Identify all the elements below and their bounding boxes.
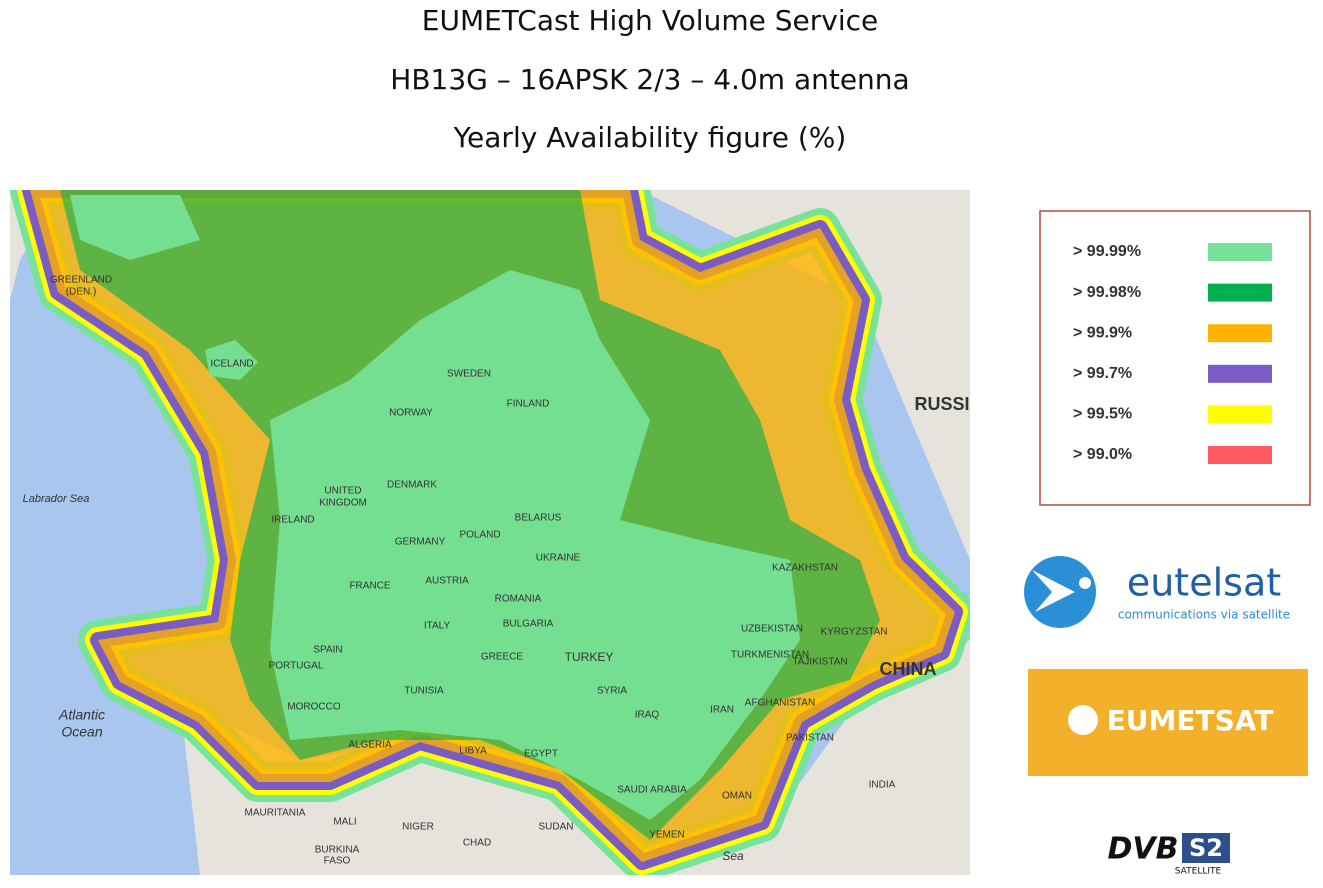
map-label: MOROCCO — [287, 702, 341, 713]
map-label: INDIA — [869, 780, 896, 791]
map-label: RUSSI — [914, 394, 969, 414]
logo-icon — [1032, 570, 1075, 612]
map-label: IRELAND — [271, 515, 314, 526]
legend-label: > 99.99% — [1073, 243, 1141, 260]
map-label: GREECE — [481, 652, 524, 663]
map-label: CHINA — [880, 659, 937, 679]
map-label: KYRGYZSTAN — [820, 627, 887, 638]
coverage-zone — [70, 195, 800, 820]
map-label: TURKEY — [565, 650, 614, 664]
map-label: FRANCE — [349, 581, 390, 592]
map-label: IRAN — [710, 705, 734, 716]
legend-swatch — [1208, 446, 1272, 464]
map-label: Sea — [722, 849, 744, 863]
map-label: AUSTRIA — [425, 576, 469, 587]
map-label: LIBYA — [459, 746, 487, 757]
logo-icon — [1079, 577, 1091, 589]
logo-tagline: communications via satellite — [1118, 608, 1290, 622]
logo-box — [1182, 833, 1230, 863]
map-label: (DEN.) — [66, 287, 97, 298]
map-label: YEMEN — [649, 830, 685, 841]
map-label: BULGARIA — [503, 619, 554, 630]
map-label: SAUDI ARABIA — [617, 785, 687, 796]
legend-label: > 99.9% — [1073, 324, 1132, 341]
logo-icon — [1068, 705, 1098, 735]
map-label: UNITED — [324, 486, 361, 497]
map-label: SWEDEN — [447, 369, 491, 380]
map-label: Ocean — [61, 724, 102, 740]
map-label: PAKISTAN — [786, 733, 834, 744]
map-label: FASO — [324, 856, 351, 867]
legend-swatch — [1208, 324, 1272, 343]
map-label: CHAD — [463, 838, 491, 849]
map-label: SPAIN — [313, 645, 342, 656]
land — [10, 190, 970, 875]
map-label: KAZAKHSTAN — [772, 563, 838, 574]
legend: > 99.99% > 99.98% > 99.9% > 99.7% > 99.5% > 9… — [1073, 243, 1272, 464]
map-label: TAJIKISTAN — [792, 657, 847, 668]
map-label: ICELAND — [210, 359, 253, 370]
map-label: POLAND — [459, 530, 500, 541]
map-label: EGYPT — [524, 749, 558, 760]
map-label: FINLAND — [507, 399, 550, 410]
legend-swatch — [1208, 283, 1272, 302]
legend-label: > 99.5% — [1073, 406, 1132, 423]
map-label: MALI — [333, 817, 356, 828]
map-label: ALGERIA — [348, 740, 392, 751]
logo-text: DVB — [1108, 832, 1179, 867]
map-label: UKRAINE — [536, 553, 581, 564]
map-label: KINGDOM — [319, 498, 367, 509]
legend-swatch — [1208, 364, 1272, 383]
logo-text: EUMETSAT — [1107, 704, 1274, 737]
map-label: MAURITANIA — [245, 808, 306, 819]
map-label: PORTUGAL — [269, 661, 324, 672]
legend-box — [1039, 210, 1311, 506]
map-label: TURKMENISTAN — [731, 650, 809, 661]
map-label: AFGHANISTAN — [745, 698, 815, 709]
logo-text: S2 — [1189, 834, 1223, 862]
map-label: DENMARK — [387, 480, 437, 491]
eutelsat-logo: eutelsat communications via satellite — [1024, 556, 1290, 628]
map-label: OMAN — [722, 791, 752, 802]
map-label: IRAQ — [635, 710, 660, 721]
map-label: Atlantic — [58, 707, 105, 723]
logo-text: SATELLITE — [1175, 867, 1222, 877]
map-label: ITALY — [424, 621, 451, 632]
legend-swatch — [1208, 405, 1272, 424]
legend-swatch — [1208, 243, 1272, 261]
map-label: SYRIA — [597, 686, 627, 697]
map-label: BELARUS — [515, 513, 562, 524]
map-label: GREENLAND — [50, 275, 112, 286]
subtitle: HB13G – 16APSK 2/3 – 4.0m antenna — [390, 63, 909, 96]
map-label: NORWAY — [389, 408, 433, 419]
map-label: TUNISIA — [404, 686, 444, 697]
map-label: Labrador Sea — [23, 493, 90, 505]
map-label: GERMANY — [395, 537, 446, 548]
coverage — [10, 190, 970, 875]
map-label: UZBEKISTAN — [741, 624, 803, 635]
map-label: NIGER — [402, 822, 434, 833]
map: GREENLAND(DEN.) ICELAND SWEDEN FINLAND NORWA… — [10, 190, 970, 875]
legend-label: > 99.98% — [1073, 284, 1141, 301]
legend-label: > 99.7% — [1073, 365, 1132, 382]
legend-label: > 99.0% — [1073, 446, 1132, 463]
map-label: BURKINA — [315, 845, 360, 856]
logo-text: eutelsat — [1127, 561, 1281, 605]
title: EUMETCast High Volume Service — [422, 4, 878, 37]
map-label: SUDAN — [538, 822, 573, 833]
subtitle: Yearly Availability figure (%) — [453, 121, 847, 154]
map-label: ROMANIA — [495, 594, 542, 605]
